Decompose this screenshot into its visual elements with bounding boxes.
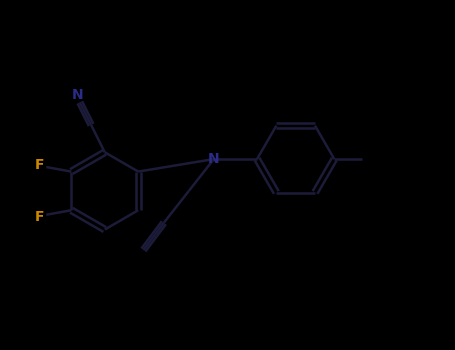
Text: N: N [72, 89, 83, 103]
Text: F: F [35, 210, 44, 224]
Text: F: F [35, 158, 44, 172]
Text: N: N [208, 152, 220, 166]
